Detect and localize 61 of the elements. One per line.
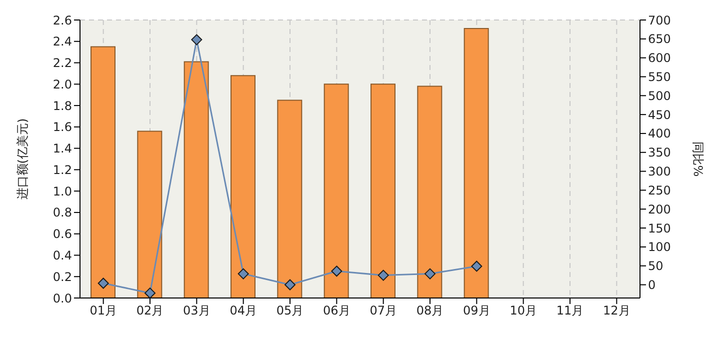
y-tick-label: 2.6 (52, 13, 72, 28)
y2-tick-label: 500 (648, 88, 671, 103)
x-tick-label: 11月 (556, 304, 584, 318)
y-tick-label: 2.0 (52, 77, 72, 92)
x-tick-label: 08月 (416, 304, 444, 318)
point (331, 266, 342, 277)
bar (184, 61, 209, 298)
y2-tick-label: 50 (648, 259, 664, 274)
point (98, 278, 109, 289)
bar (324, 84, 349, 298)
y-tick-label: 0.6 (52, 227, 72, 242)
y-tick-label: 0.0 (52, 291, 72, 306)
y-tick-label: 2.4 (52, 34, 72, 49)
y-tick-label: 0.4 (52, 248, 72, 262)
bar (370, 84, 396, 298)
x-tick-label: 03月 (183, 304, 210, 318)
bar (137, 130, 162, 298)
x-tick-label: 09月 (463, 304, 490, 318)
y2-tick-label: 450 (648, 108, 671, 122)
y-tick-label: 2.2 (52, 56, 72, 70)
bar (417, 86, 442, 298)
x-tick-label: 01月 (90, 304, 117, 318)
y-tick-label: 0.2 (52, 270, 72, 284)
y2-tick-label: 200 (648, 202, 671, 216)
bar (90, 46, 116, 298)
point (284, 279, 296, 290)
y-tick-label: 0.8 (52, 206, 72, 220)
x-tick-label: 02月 (136, 304, 164, 318)
y2-tick-label: 150 (648, 221, 671, 236)
y-axis-title: 进口额(亿美元) (15, 118, 30, 200)
x-tick-label: 07月 (370, 304, 397, 318)
y2-tick-label: 700 (648, 13, 671, 28)
y-tick-label: 1.6 (52, 120, 72, 134)
y2-tick-label: 100 (648, 240, 671, 254)
x-tick-label: 04月 (230, 304, 257, 318)
y-tick-label: 1.8 (52, 98, 72, 113)
y2-tick-label: 550 (648, 70, 671, 84)
y-tick-label: 1.0 (52, 184, 72, 198)
x-tick-label: 05月 (276, 304, 304, 318)
y-tick-label: 1.4 (52, 142, 72, 156)
x-tick-label: 12月 (603, 304, 630, 318)
point (424, 268, 436, 280)
y2-tick-label: 600 (648, 51, 671, 66)
bar (277, 100, 302, 298)
y-tick-label: 1.2 (52, 162, 72, 177)
x-tick-label: 10月 (510, 304, 537, 318)
y2-axis-title: 同比% (690, 141, 705, 177)
y2-tick-label: 0 (648, 278, 656, 292)
point (144, 288, 156, 298)
point (378, 270, 389, 281)
point (471, 260, 482, 272)
y2-tick-label: 250 (648, 183, 671, 198)
y2-tick-label: 650 (648, 32, 671, 46)
point (191, 34, 202, 46)
y2-tick-label: 350 (648, 146, 671, 160)
bar (230, 75, 256, 298)
y2-tick-label: 400 (648, 126, 671, 141)
bar (464, 28, 489, 298)
x-tick-label: 06月 (323, 304, 350, 318)
point (238, 268, 249, 280)
y2-tick-label: 300 (648, 164, 671, 179)
